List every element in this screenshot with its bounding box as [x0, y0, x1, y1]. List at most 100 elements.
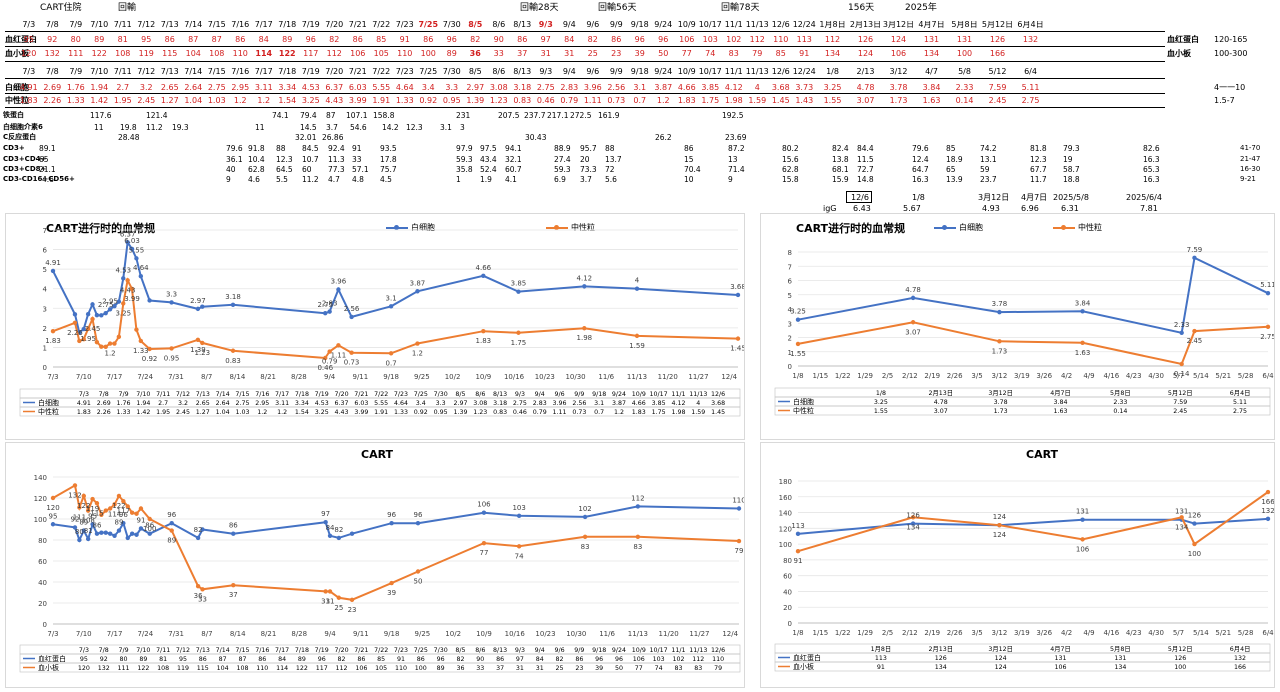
lab-row-label: CD3-CD16+CD56+ — [3, 175, 75, 183]
table-cell: 106 — [1054, 664, 1066, 671]
hb-cell: 95 — [23, 36, 34, 44]
date-header-cell: 4月7日 — [918, 21, 945, 29]
chart-panel: CART 0 20 40 60 80 100 120 140 7/3 7/10 7/17 7/24 7/3… — [5, 442, 745, 688]
table-cell: 7/12 — [176, 391, 190, 398]
data-label: 86 — [229, 522, 238, 530]
hb-cell: 96 — [634, 36, 645, 44]
table-cell: 7/25 — [414, 647, 428, 654]
data-label: 1.75 — [511, 339, 527, 347]
cd8-value: 70.4 — [684, 165, 701, 174]
wbc-cell: 2.56 — [607, 84, 626, 92]
lab-row-label: CD3+CD4+ — [3, 155, 47, 163]
table-cell: 7/30 — [434, 391, 448, 398]
table-cell: 111 — [118, 665, 130, 672]
table-cell: 11/1 — [671, 647, 685, 654]
date-header-cell: 5月8日 — [951, 21, 978, 29]
data-label: 96 — [414, 511, 423, 519]
table-cell: 3.4 — [416, 400, 426, 407]
cd8-value: 40 — [226, 165, 236, 174]
grid-line — [5, 78, 1165, 79]
date-header-cell: 7/22 — [372, 68, 391, 76]
date-header-cell: 9/3 — [539, 68, 553, 76]
table-cell: 122 — [296, 665, 308, 672]
table-series-label: 白细胞 — [38, 398, 59, 407]
igg-label: igG — [823, 204, 837, 213]
nk-value: 5.5 — [276, 175, 288, 184]
wbc-cell: 3.1 — [633, 84, 647, 92]
table-cell: 1.2 — [614, 409, 624, 416]
data-point — [195, 337, 201, 342]
data-label: 2.26 — [67, 329, 83, 337]
table-cell: 0.7 — [594, 409, 604, 416]
cd4-value: 36.1 — [226, 155, 243, 164]
table-row — [19, 662, 741, 673]
table-cell: 9/4 — [535, 391, 545, 398]
data-label: 3.87 — [410, 279, 426, 287]
cd3-value: 84.4 — [857, 144, 874, 153]
data-label: 1.83 — [45, 337, 61, 345]
x-tick-label: 10/16 — [505, 630, 526, 638]
sheet-note: 回輸56天 — [598, 3, 637, 13]
neu-cell: 2.26 — [43, 97, 62, 105]
data-point — [129, 510, 135, 515]
data-label: 95 — [88, 512, 97, 520]
table-cell: 4.78 — [934, 399, 948, 406]
x-tick-label: 2/12 — [902, 372, 918, 380]
table-cell: 7/12 — [176, 647, 190, 654]
data-point — [1080, 537, 1085, 542]
table-cell: 7/17 — [275, 647, 289, 654]
x-tick-label: 9/11 — [353, 630, 369, 638]
data-label: 100 — [143, 525, 156, 533]
table-cell: 87 — [238, 656, 246, 663]
wbc-cell: 1.94 — [90, 84, 109, 92]
table-cell: 9/3 — [515, 391, 525, 398]
cd8-value: 57.1 — [352, 165, 369, 174]
plt-ref-label: 血小板 — [1167, 49, 1191, 58]
table-cell: 7/14 — [216, 647, 230, 654]
table-cell: 110 — [395, 665, 407, 672]
table-cell: 7/13 — [196, 647, 210, 654]
y-tick-label: 100 — [779, 541, 792, 549]
x-tick-label: 5/7 — [1173, 372, 1184, 380]
x-tick-label: 1/15 — [813, 629, 829, 637]
date-header-cell: 4/7 — [925, 68, 938, 76]
table-cell: 2.75 — [235, 400, 249, 407]
data-point — [481, 510, 487, 515]
x-tick-label: 7/10 — [76, 373, 92, 381]
data-point — [910, 515, 916, 520]
row-label-wbc: 白细胞 — [5, 83, 29, 92]
table-cell: 112 — [692, 656, 704, 663]
table-cell: 0.46 — [513, 409, 527, 416]
hb-cell: 126 — [989, 36, 1006, 44]
hb-cell: 112 — [824, 36, 841, 44]
il6-value: 11 — [255, 123, 265, 132]
x-tick-label: 3/5 — [971, 372, 982, 380]
x-tick-label: 4/9 — [1083, 629, 1094, 637]
series-line — [797, 491, 1269, 553]
x-tick-label: 5/14 — [1193, 372, 1209, 380]
cd4-value: 33 — [352, 155, 362, 164]
hb-cell: 131 — [923, 36, 940, 44]
data-label: 3.07 — [905, 328, 921, 336]
table-cell: 3.2 — [178, 400, 188, 407]
x-tick-label: 9/25 — [415, 630, 431, 638]
nk-value: 11.2 — [302, 175, 319, 184]
table-cell: 2月13日 — [928, 645, 953, 653]
plt-cell: 134 — [824, 50, 841, 58]
table-cell: 96 — [595, 656, 603, 663]
data-label: 5.55 — [129, 246, 145, 254]
date-header-cell: 10/17 — [698, 21, 722, 29]
data-label: 31 — [321, 597, 330, 605]
table-cell: 126 — [1174, 655, 1186, 662]
hb-cell: 86 — [517, 36, 528, 44]
date-header-cell: 7/17 — [254, 68, 273, 76]
plt-cell: 37 — [517, 50, 528, 58]
table-cell: 7/11 — [156, 391, 170, 398]
data-point — [116, 334, 122, 340]
y-tick-label: 0 — [788, 620, 792, 628]
table-cell: 7/21 — [354, 391, 368, 398]
cd8-value: 64.5 — [276, 165, 293, 174]
data-label: 82 — [334, 526, 343, 534]
table-cell: 86 — [575, 656, 583, 663]
table-cell: 86 — [258, 656, 266, 663]
